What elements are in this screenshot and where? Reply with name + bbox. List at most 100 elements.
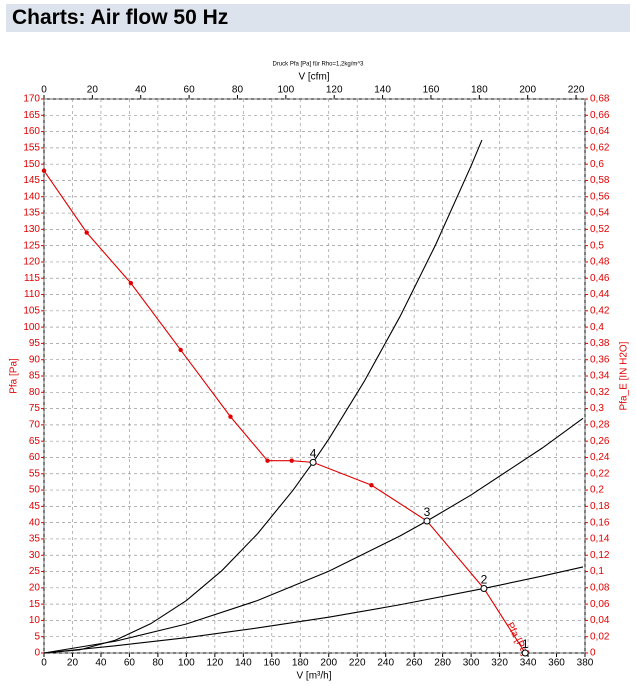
x-tick-label: 280 [434,658,451,669]
y2-tick-label: 0,1 [590,566,604,577]
x-tick-label: 360 [548,658,565,669]
y2-tick-label: 0,48 [590,257,610,268]
operating-point-label: 4 [310,447,317,461]
y-tick-label: 140 [23,191,40,202]
y-tick-label: 80 [29,387,41,398]
x-tick-label: 180 [292,658,309,669]
curve [43,417,584,654]
y2-tick-label: 0,16 [590,517,610,528]
x-tick-label: 120 [206,658,223,669]
curve-point [228,414,233,419]
y-tick-label: 110 [24,289,40,300]
y2-tick-label: 0,32 [590,387,610,398]
x2-tick-label: 20 [87,85,99,96]
operating-point-label: 2 [481,573,488,587]
curve-point [369,482,374,488]
x2-tick-label: 140 [374,85,391,96]
y-tick-label: 115 [24,273,40,284]
x2-tick-label: 120 [326,85,343,96]
x2-tick-label: 40 [135,85,147,96]
y2-tick-label: 0,3 [590,403,604,414]
x-tick-label: 220 [349,658,366,669]
x-tick-label: 300 [463,658,480,669]
y2-tick-label: 0,62 [590,143,610,154]
y-tick-label: 125 [23,240,40,251]
y-tick-label: 55 [29,468,41,479]
y2-tick-label: 0,14 [590,534,610,545]
y2-tick-label: 0,36 [590,354,610,365]
y2-tick-label: 0,46 [590,273,610,284]
chart-title: Druck Pfa [Pa] für Rho=1,2kg/m^3 [272,62,364,68]
y-tick-label: 85 [29,371,41,382]
operating-point [521,649,529,657]
y2-tick-label: 0,12 [590,550,610,561]
y-tick-label: 0 [34,648,40,659]
x-tick-label: 40 [95,658,107,669]
y2-tick-label: 0,02 [590,631,610,642]
x-axis-label: V [m³/h] [296,671,331,682]
x2-tick-label: 200 [519,85,536,96]
y-tick-label: 135 [23,208,40,219]
y2-tick-label: 0,28 [590,420,610,431]
y-tick-label: 155 [23,143,40,154]
y-tick-label: 65 [29,436,41,447]
x2-tick-label: 0 [41,85,47,96]
x-tick-label: 260 [406,658,423,669]
x-tick-label: 340 [520,658,537,669]
y2-tick-label: 0,2 [590,485,604,496]
x2-tick-label: 80 [232,85,244,96]
curve [43,566,584,654]
x-tick-label: 60 [124,658,136,669]
y2-tick-label: 0,18 [590,501,610,512]
header-title: Charts: Air flow 50 Hz [6,4,630,32]
x-tick-label: 200 [320,658,337,669]
y2-tick-label: 0,38 [590,338,610,349]
operating-point [423,517,431,525]
y2-tick-label: 0,42 [590,305,610,316]
x-tick-label: 100 [178,658,195,669]
y2-tick-label: 0,5 [590,240,604,251]
x-tick-label: 320 [491,658,508,669]
y-tick-label: 75 [29,403,41,414]
y2-tick-label: 0,54 [590,208,610,219]
y2-tick-label: 0,52 [590,224,610,235]
y2-tick-label: 0,22 [590,468,610,479]
y-tick-label: 160 [23,126,40,137]
curve-point [128,280,134,286]
y2-tick-label: 0,6 [590,159,604,170]
y-tick-label: 5 [34,631,40,642]
y-tick-label: 170 [23,94,40,105]
y2-tick-label: 0 [590,648,596,659]
y-tick-label: 35 [29,534,41,545]
y-tick-label: 50 [29,485,41,496]
x2-tick-label: 180 [471,85,488,96]
operating-point-label: 3 [424,505,431,519]
curve-point [178,347,183,353]
x-tick-label: 140 [235,658,252,669]
y-tick-label: 30 [29,550,41,561]
y-tick-label: 45 [29,501,41,512]
y-tick-label: 90 [29,354,41,365]
curve [43,170,526,654]
x-tick-label: 0 [41,658,47,669]
y2-tick-label: 0,08 [590,582,610,593]
x2-axis-label: V [cfm] [298,72,329,83]
operating-point-label: 1 [522,637,529,651]
y2-tick-label: 0,34 [590,371,610,382]
y-tick-label: 95 [29,338,41,349]
x2-tick-label: 100 [277,85,294,96]
y2-tick-label: 0,66 [590,110,610,121]
y-tick-label: 70 [29,420,41,431]
curve [43,139,483,654]
y-tick-label: 15 [29,599,41,610]
curve-point [84,230,89,235]
x2-tick-label: 220 [568,85,585,96]
y-tick-label: 130 [23,224,40,235]
y-tick-label: 100 [23,322,40,333]
y2-tick-label: 0,04 [590,615,610,626]
y2-tick-label: 0,68 [590,94,610,105]
x-tick-label: 160 [263,658,280,669]
x-tick-label: 240 [377,658,394,669]
